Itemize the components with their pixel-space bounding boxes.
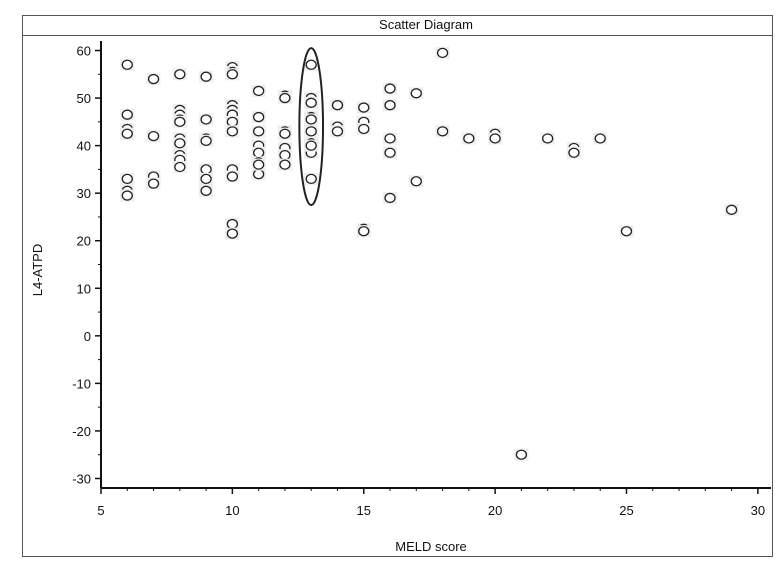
data-point — [305, 126, 317, 137]
y-tick-label: -10 — [72, 376, 91, 391]
data-point — [121, 128, 133, 139]
data-point — [121, 190, 133, 201]
highlight-annotation — [298, 47, 325, 207]
x-tick-label: 5 — [97, 503, 104, 518]
data-point — [121, 173, 133, 185]
y-tick-label: 0 — [84, 329, 91, 344]
data-point — [384, 83, 396, 94]
data-point — [147, 178, 160, 189]
data-point — [305, 114, 317, 125]
data-point — [384, 192, 396, 204]
y-tick-label: -20 — [72, 424, 91, 439]
y-axis-label: L4-ATPD — [30, 244, 45, 297]
x-tick-label: 15 — [357, 503, 371, 518]
data-point — [121, 109, 133, 120]
data-point — [200, 173, 212, 185]
data-point — [252, 111, 265, 123]
data-point — [463, 133, 475, 144]
data-point — [252, 168, 265, 180]
chart-title: Scatter Diagram — [379, 17, 473, 32]
data-point — [331, 100, 344, 111]
data-point — [200, 71, 212, 82]
data-point — [410, 176, 422, 187]
data-point — [147, 130, 160, 142]
data-point — [200, 114, 212, 125]
data-point — [331, 126, 344, 137]
data-point — [226, 218, 239, 230]
x-tick-label: 10 — [225, 503, 239, 518]
highlight-ellipse — [298, 47, 325, 207]
data-point — [305, 97, 317, 108]
data-point — [121, 59, 133, 70]
y-tick-label: 40 — [77, 139, 91, 154]
data-point — [305, 173, 317, 185]
data-point — [489, 133, 501, 144]
data-point — [515, 449, 528, 460]
y-tick-label: 10 — [77, 281, 91, 296]
data-point — [279, 149, 291, 161]
data-point — [436, 47, 449, 59]
x-tick-label: 20 — [488, 503, 502, 518]
data-point — [174, 138, 186, 149]
x-axis: 5 10 15 20 25 30 — [97, 488, 765, 518]
data-point — [620, 226, 633, 237]
data-point — [305, 140, 317, 151]
data-point — [200, 164, 212, 175]
data-point — [305, 59, 317, 70]
y-tick-label: 30 — [77, 186, 91, 201]
data-point — [226, 69, 239, 80]
data-point — [542, 133, 554, 144]
data-points — [120, 46, 739, 461]
data-point — [384, 147, 396, 158]
data-point — [174, 69, 186, 80]
data-point — [568, 147, 580, 158]
x-axis-label: MELD score — [395, 539, 467, 554]
x-tick-label: 30 — [751, 503, 765, 518]
x-tick-label: 25 — [619, 503, 633, 518]
data-point — [594, 133, 606, 144]
data-point — [279, 159, 291, 170]
data-point — [174, 161, 186, 173]
data-point — [358, 226, 370, 237]
data-point — [358, 123, 370, 135]
y-tick-label: 60 — [77, 44, 91, 59]
data-point — [252, 126, 265, 137]
data-point — [279, 128, 291, 139]
y-tick-label: -30 — [72, 471, 91, 486]
data-point — [252, 147, 265, 158]
data-point — [252, 85, 265, 97]
data-point — [226, 171, 239, 182]
data-point — [384, 133, 396, 144]
data-point — [279, 92, 291, 104]
y-tick-label: 50 — [77, 91, 91, 106]
data-point — [200, 185, 212, 196]
data-point — [226, 228, 239, 239]
y-axis: -30 -20 -10 0 10 20 30 40 50 60 — [72, 44, 101, 486]
data-point — [147, 73, 160, 85]
data-point — [200, 135, 212, 147]
data-point — [174, 116, 186, 127]
data-point — [436, 126, 449, 137]
y-tick-label: 20 — [77, 234, 91, 249]
data-point — [410, 88, 422, 99]
chart-frame — [22, 15, 773, 557]
data-point — [725, 204, 738, 215]
data-point — [252, 159, 265, 170]
data-point — [226, 116, 239, 127]
data-point — [384, 100, 396, 111]
data-point — [358, 102, 370, 113]
data-point — [226, 126, 239, 137]
